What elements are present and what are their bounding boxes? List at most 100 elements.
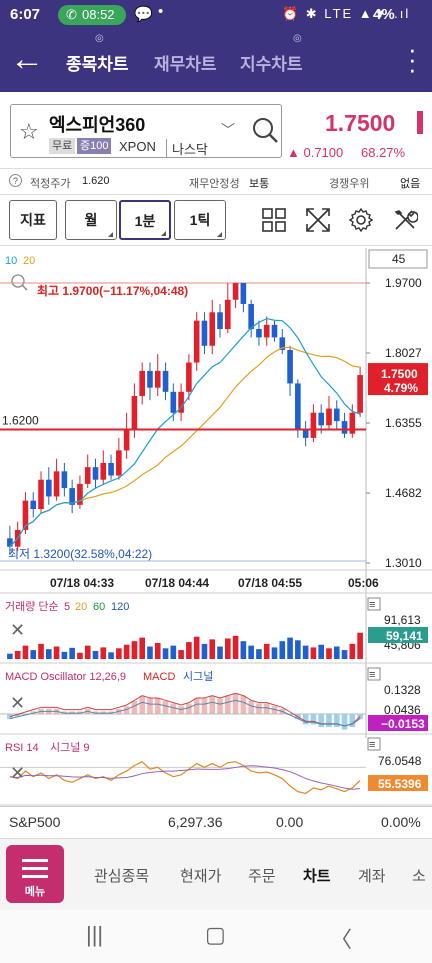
phone-icon: ✆: [66, 7, 77, 22]
expand-icon[interactable]: [305, 207, 331, 233]
nav-more[interactable]: 소: [412, 868, 426, 885]
stock-selector[interactable]: ☆ 엑스피언360 무료 증100 XPON 나스닥 ﹀: [10, 104, 282, 158]
macd-tick: 0.0436: [384, 703, 421, 717]
volume-bar: [131, 641, 138, 659]
pane-menu-icon: ≡: [369, 599, 375, 611]
close-pane-icon: ✕: [10, 693, 25, 713]
tick-label: 1틱: [189, 212, 211, 228]
volume-bar: [349, 643, 356, 659]
volume-bar: [295, 640, 301, 659]
macd-bar: [147, 698, 153, 714]
more-vertical-icon[interactable]: · · ·: [408, 34, 417, 84]
macd-bar: [162, 701, 169, 714]
tab-index-chart[interactable]: 지수차트: [240, 55, 303, 74]
period-button[interactable]: 월: [65, 200, 117, 240]
volume-bar: [240, 641, 247, 659]
menu-label: 메뉴: [24, 886, 46, 898]
candle: [295, 383, 301, 430]
nav-chart[interactable]: 차트: [303, 868, 331, 885]
high-annotation: 최고 1.9700(−11.17%,04:48): [37, 283, 188, 298]
volume-bar: [232, 635, 239, 659]
volume-bar: [310, 647, 317, 659]
home-icon[interactable]: ▢: [205, 922, 226, 947]
index-row[interactable]: S&P500 6,297.36 0.00 0.00%: [0, 806, 432, 836]
bottom-nav: 메뉴 관심종목 현재가 주문 차트 계좌 소: [0, 838, 432, 910]
tools-icon[interactable]: [392, 207, 418, 233]
volume-bar: [217, 646, 223, 659]
volume-bar: [38, 643, 44, 659]
price-tag-pct: 4.79%: [384, 381, 418, 395]
volume-bar: [225, 638, 231, 659]
rsi-tag-value: 55.5396: [378, 777, 422, 791]
nav-order[interactable]: 주문: [248, 868, 276, 885]
macd-bar: [302, 714, 309, 725]
settings-gear-icon[interactable]: [348, 207, 374, 233]
ma20-line: [9, 346, 361, 548]
volume-bar: [139, 637, 145, 659]
indicator-button[interactable]: 지표: [9, 200, 57, 240]
recent-apps-icon[interactable]: |||: [86, 922, 104, 947]
favorite-star-icon[interactable]: ☆: [19, 119, 39, 144]
candle: [61, 471, 68, 489]
battery-level: 4%: [373, 6, 395, 23]
price-tag-value: 1.7500: [381, 367, 418, 381]
volume-ma-legend: 120: [111, 601, 129, 613]
candle: [318, 412, 324, 426]
back-nav-icon[interactable]: 〈: [330, 927, 353, 952]
macd-bar: [341, 714, 348, 730]
interval-button[interactable]: 1분: [119, 200, 171, 240]
macd-bar: [225, 695, 231, 714]
tab-finance-chart[interactable]: 재무차트: [154, 55, 217, 74]
back-arrow-icon[interactable]: ←: [10, 40, 44, 78]
chevron-down-icon[interactable]: ﹀: [221, 122, 235, 138]
candle: [84, 467, 91, 484]
rank-label: 경쟁우위: [329, 178, 370, 190]
layout-grid-icon[interactable]: [261, 207, 287, 233]
status-time: 6:07: [10, 6, 41, 23]
nav-quote[interactable]: 현재가: [180, 868, 222, 885]
macd-title-line: MACD: [143, 671, 175, 683]
volume-bar: [186, 642, 192, 659]
volume-bar: [108, 652, 114, 659]
menu-button[interactable]: 메뉴: [6, 845, 64, 903]
call-indicator[interactable]: ✆ 08:52: [58, 5, 126, 25]
tab-stock-chart[interactable]: 종목차트: [66, 55, 129, 74]
y-tick-label: 1.6355: [385, 416, 422, 430]
y-tick-label: 1.9700: [385, 276, 422, 290]
visible-count: 45: [392, 252, 406, 266]
low-annotation: 최저 1.3200(32.58%,04:22): [8, 547, 152, 561]
macd-bar: [256, 703, 262, 714]
status-indicators: ⏰ ✱ LTE ▲▼ .ıl: [282, 6, 411, 21]
candle: [201, 320, 208, 346]
volume-bar: [61, 651, 68, 659]
stability-label: 재무안정성: [189, 178, 240, 190]
candle: [108, 462, 114, 476]
y-tick-label: 1.4682: [385, 486, 422, 500]
candle: [131, 396, 138, 430]
nav-account[interactable]: 계좌: [358, 868, 386, 885]
help-icon[interactable]: ?: [9, 174, 22, 187]
volume-bar: [53, 646, 60, 659]
notification-dot-icon: •: [158, 3, 164, 20]
price-up-marker: [417, 111, 423, 134]
close-pane-icon: ✕: [10, 763, 25, 783]
candle: [349, 412, 356, 434]
hamburger-icon: [22, 859, 48, 862]
tick-button[interactable]: 1틱: [174, 200, 226, 240]
index-change-pct: 0.00%: [381, 814, 421, 830]
volume-bar: [357, 632, 363, 659]
nav-watchlist[interactable]: 관심종목: [94, 868, 150, 885]
macd-bar: [263, 703, 270, 714]
candle: [116, 450, 122, 476]
search-icon[interactable]: [251, 115, 279, 147]
call-time: 08:52: [82, 7, 115, 22]
candle: [232, 283, 239, 300]
candle: [30, 500, 37, 510]
chart-area[interactable]: 10 20 45 최고 1.9700(−11.17%,04:48) 최저 1.3200(…: [0, 248, 432, 838]
macd-bar: [217, 698, 223, 714]
volume-ma-legend: 5: [64, 601, 70, 613]
candle: [240, 283, 247, 304]
info-row: ? 적정주가 1.620 재무안정성 보통 경쟁우위 없음: [0, 168, 432, 192]
volume-bar: [69, 647, 75, 659]
chart-canvas[interactable]: 10 20 45 최고 1.9700(−11.17%,04:48) 최저 1.3200(…: [0, 248, 432, 806]
